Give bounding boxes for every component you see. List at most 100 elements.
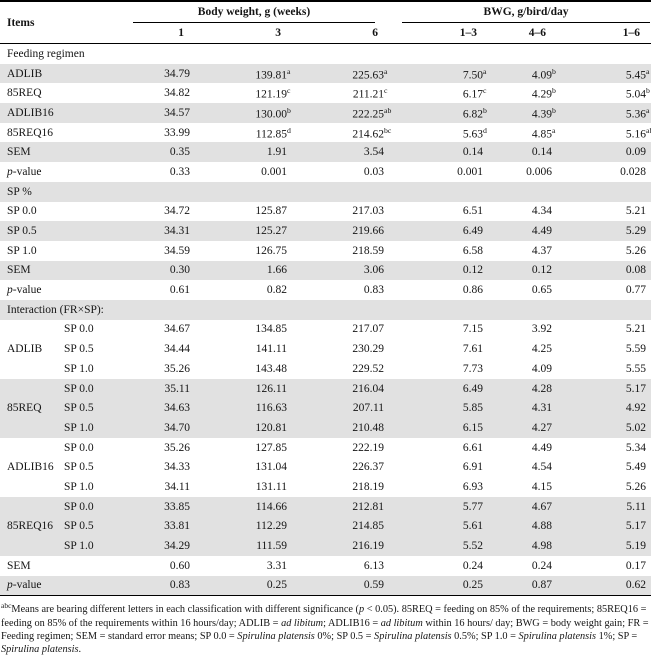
value-cell: 34.70	[164, 421, 190, 434]
text: SP 0.5	[7, 225, 37, 238]
value-cell: 4.54	[531, 461, 553, 474]
value-cell: 6.91	[462, 461, 484, 474]
value-cell: 143.48	[255, 362, 287, 375]
text: SP 0.0	[7, 205, 37, 218]
italic-text: Spirulina platensis	[374, 631, 452, 643]
value-cell: 33.81	[164, 520, 190, 533]
italic-text: ad libitum	[281, 617, 324, 629]
value-cell: 4.85a	[531, 125, 556, 141]
value-cell: 33.99	[164, 126, 190, 139]
value-cell: 4.34	[531, 205, 553, 218]
value-cell: 0.77	[625, 284, 647, 297]
table-row: SP 1.0 35.26 143.48 229.52 7.73 4.09 5.55	[0, 359, 651, 379]
text: 0%; SP 0.5 =	[314, 631, 375, 643]
text: SEM	[7, 146, 31, 159]
group-label: 85REQ	[7, 402, 42, 415]
value-cell: 7.15	[462, 323, 484, 336]
value-cell: 4.28	[531, 382, 553, 395]
value-cell: 0.86	[462, 284, 484, 297]
value-cell: 1.66	[266, 264, 287, 277]
value-cell: 4.49	[531, 225, 553, 238]
value-cell: 34.67	[164, 323, 190, 336]
value-cell: 0.65	[531, 284, 553, 297]
value-cell: 4.15	[531, 480, 553, 493]
section-title: Feeding regimen	[7, 47, 85, 60]
text: ADLIB16	[7, 106, 54, 119]
value-cell: 5.04b	[625, 86, 650, 101]
row-label: SEM	[0, 556, 130, 576]
col-group-body-weight: Body weight, g (weeks)	[130, 1, 389, 24]
table-row: ADLIB SP 0.0 34.67 134.85 217.07 7.15 3.92 5.21	[0, 320, 651, 356]
col-group-bwg: BWG, g/bird/day	[389, 1, 651, 24]
table-row: SEM 0.30 1.66 3.06 0.12 0.12 0.08	[0, 260, 651, 281]
text: -value	[12, 284, 42, 297]
value-cell: 0.03	[363, 165, 385, 178]
group-label: 85REQ16	[7, 520, 53, 533]
subcol-bwg-4-6: 4–6	[488, 23, 558, 44]
value-cell: 0.59	[363, 579, 385, 592]
sp-level-label: SP 1.0	[64, 421, 94, 434]
value-cell: 216.04	[352, 382, 385, 395]
table-row: 85REQ SP 0.0 35.11 126.11 216.04 6.49 4.28 5.17	[0, 378, 651, 414]
value-cell: 5.77	[462, 500, 484, 513]
value-cell: 5.17	[625, 382, 647, 395]
value-cell: 5.02	[625, 421, 647, 434]
value-cell: 4.88	[531, 520, 553, 533]
value-cell: 218.59	[352, 244, 385, 257]
sp-level-label: SP 0.5	[64, 402, 94, 415]
value-cell: 229.52	[352, 362, 385, 375]
value-cell: 4.92	[625, 402, 647, 415]
text: 85REQ	[7, 87, 42, 100]
superscript-marker: abc	[1, 601, 12, 611]
value-cell: 5.17	[625, 520, 647, 533]
subcol-bwg-1-6: 1–6	[557, 23, 651, 44]
value-cell: 4.09	[531, 362, 553, 375]
value-cell: 0.17	[625, 559, 647, 572]
text: -value	[12, 165, 42, 178]
value-cell: 0.14	[531, 146, 553, 159]
value-cell: 1.91	[266, 146, 287, 159]
value-cell: 7.61	[462, 343, 484, 356]
row-label: 85REQ	[0, 83, 130, 103]
value-cell: 0.25	[266, 579, 287, 592]
value-cell: 35.26	[164, 441, 190, 454]
text: .	[78, 644, 82, 656]
value-cell: 5.49	[625, 461, 647, 474]
section-title: SP %	[7, 185, 32, 198]
value-cell: 219.66	[352, 225, 385, 238]
table-row: SP 0.5 34.33 131.04 226.37 6.91 4.54 5.49	[0, 457, 651, 477]
value-cell: 5.55	[625, 362, 647, 375]
text: 1%; SP =	[596, 631, 638, 643]
value-cell: 3.54	[363, 146, 385, 159]
value-cell: 0.62	[625, 579, 647, 592]
value-cell: 0.87	[531, 579, 553, 592]
value-cell: 0.001	[457, 165, 484, 178]
value-cell: 35.26	[164, 362, 190, 375]
value-cell: 218.19	[352, 480, 385, 493]
value-cell: 225.63a	[352, 66, 388, 82]
table-row: 85REQ16 SP 0.0 33.85 114.66 212.81 5.77 4.67 5.…	[0, 496, 651, 532]
text: within 16 hours/ day; BWG = body weight …	[1, 617, 649, 643]
value-cell: 3.31	[266, 559, 287, 572]
sp-level-label: SP 1.0	[64, 362, 94, 375]
section-header-row: SP %	[0, 181, 651, 202]
value-cell: 125.27	[255, 225, 287, 238]
table-row: SP 1.0 34.11 131.11 218.19 6.93 4.15 5.26	[0, 477, 651, 497]
value-cell: 34.29	[164, 540, 190, 553]
sp-level-label: SP 1.0	[64, 540, 94, 553]
value-cell: 5.26	[625, 244, 647, 257]
col-group-bwg-label: BWG, g/bird/day	[402, 2, 651, 23]
section-header-row: Feeding regimen	[0, 44, 651, 64]
value-cell: 112.85d	[255, 125, 291, 141]
value-cell: 217.07	[352, 323, 385, 336]
italic-text: p	[7, 579, 13, 592]
value-cell: 0.028	[620, 165, 647, 178]
text: 0.5%; SP 1.0 =	[451, 631, 519, 643]
value-cell: 214.85	[352, 520, 385, 533]
table-row: ADLIB 34.79 139.81a 225.63a 7.50a 4.09b 5.45a	[0, 63, 651, 84]
value-cell: 0.83	[363, 284, 385, 297]
table-row: SP 0.5 34.63 116.63 207.11 5.85 4.31 4.92	[0, 398, 651, 419]
value-cell: 0.24	[531, 559, 553, 572]
value-cell: 4.09b	[531, 66, 556, 82]
row-label: SEM	[0, 261, 130, 281]
